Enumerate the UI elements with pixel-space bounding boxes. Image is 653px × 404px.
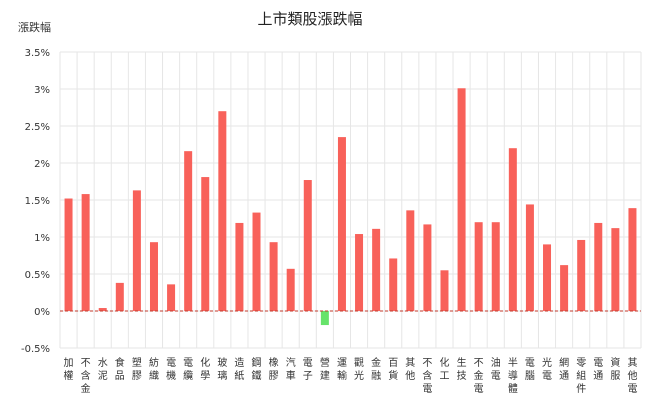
bar <box>406 210 415 311</box>
x-category-label: 玻璃 <box>217 356 227 382</box>
bar <box>628 208 637 311</box>
bar <box>508 148 517 311</box>
x-category-label: 不含電 <box>422 358 432 395</box>
x-category-label: 橡膠 <box>269 356 279 382</box>
bar <box>611 228 620 311</box>
bar <box>372 228 381 311</box>
bar <box>423 224 432 311</box>
x-category-label: 其他 <box>405 357 415 382</box>
x-category-label: 光電 <box>542 356 552 382</box>
bar <box>594 222 603 311</box>
x-category-label: 運輸 <box>337 357 347 382</box>
x-category-label: 電通 <box>593 357 603 382</box>
x-category-label: 電纜 <box>183 357 193 382</box>
bar <box>218 111 227 311</box>
x-categories: 加權不含金水泥食品塑膠紡織電機電纜化學玻璃造紙鋼鐵橡膠汽車電子營建運輸觀光金融百… <box>64 356 638 395</box>
x-category-label: 觀光 <box>354 357 364 382</box>
x-category-label: 金融 <box>371 356 381 382</box>
y-tick-label: 0% <box>34 307 50 318</box>
x-category-label: 食品 <box>115 356 125 382</box>
x-category-label: 不含金 <box>81 358 91 395</box>
x-category-label: 營建 <box>320 356 330 382</box>
bar <box>577 239 586 311</box>
x-category-label: 塑膠 <box>132 357 142 382</box>
x-category-label: 紡織 <box>149 356 159 382</box>
bar <box>184 151 193 311</box>
x-category-label: 電子 <box>303 357 313 382</box>
bar <box>235 222 244 311</box>
y-tick-label: 0.5% <box>25 270 50 281</box>
bar <box>474 222 483 311</box>
bar <box>389 258 398 311</box>
x-category-label: 零組件 <box>576 357 586 395</box>
x-category-label: 電機 <box>166 357 176 382</box>
bar <box>320 311 329 326</box>
bar <box>525 204 534 311</box>
x-category-label: 資服 <box>610 357 620 382</box>
bar <box>132 190 141 311</box>
x-category-label: 鋼鐵 <box>252 356 262 382</box>
bar <box>355 234 364 311</box>
x-category-label: 加權 <box>64 357 74 382</box>
x-category-label: 油電 <box>491 356 501 382</box>
bar <box>64 198 73 311</box>
y-tick-label: 1.5% <box>25 196 50 207</box>
chart-title: 上市類股漲跌幅 <box>257 10 362 28</box>
y-tick-label: 2% <box>34 159 50 170</box>
bar <box>491 222 500 311</box>
x-category-label: 化學 <box>200 356 210 382</box>
x-category-label: 造紙 <box>234 356 244 382</box>
x-category-label: 半導體 <box>508 356 518 395</box>
y-tick-label: 3.5% <box>25 48 50 59</box>
bar <box>303 180 312 311</box>
x-category-label: 網通 <box>559 356 569 382</box>
x-category-label: 汽車 <box>286 356 296 382</box>
x-category-label: 水泥 <box>98 357 108 382</box>
bar <box>560 265 569 311</box>
bar <box>167 284 176 311</box>
bar <box>115 282 124 311</box>
x-category-label: 其他電 <box>627 357 637 395</box>
y-tick-label: -0.5% <box>21 344 50 355</box>
bar <box>98 308 107 311</box>
x-category-label: 生技 <box>457 356 467 382</box>
bar <box>252 212 261 311</box>
gridlines <box>59 51 642 349</box>
y-axis-label: 漲跌幅 <box>18 20 51 34</box>
bar <box>337 137 346 311</box>
y-tick-label: 1% <box>34 233 50 244</box>
bar <box>81 194 90 311</box>
y-tick-label: 2.5% <box>25 122 50 133</box>
bars <box>60 88 641 326</box>
bar <box>149 242 158 311</box>
bar <box>269 242 278 311</box>
y-tick-label: 3% <box>34 85 50 96</box>
y-ticks: -0.5% 0% 0.5% 1% 1.5% 2% 2.5% 3% 3.5% <box>21 48 50 355</box>
x-category-label: 百貨 <box>388 357 398 382</box>
x-category-label: 不金電 <box>474 358 484 395</box>
x-category-label: 電腦 <box>525 357 535 382</box>
bar <box>201 177 210 311</box>
bar <box>286 268 295 311</box>
bar <box>457 88 466 311</box>
bar <box>543 244 552 311</box>
x-category-label: 化工 <box>439 356 449 382</box>
bar <box>440 270 449 311</box>
